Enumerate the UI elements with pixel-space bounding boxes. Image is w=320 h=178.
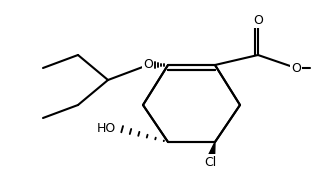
Polygon shape <box>206 142 215 163</box>
Text: O: O <box>253 14 263 27</box>
Text: HO: HO <box>97 122 116 135</box>
Text: Cl: Cl <box>204 156 216 169</box>
Text: O: O <box>143 59 153 72</box>
Text: O: O <box>291 62 301 75</box>
